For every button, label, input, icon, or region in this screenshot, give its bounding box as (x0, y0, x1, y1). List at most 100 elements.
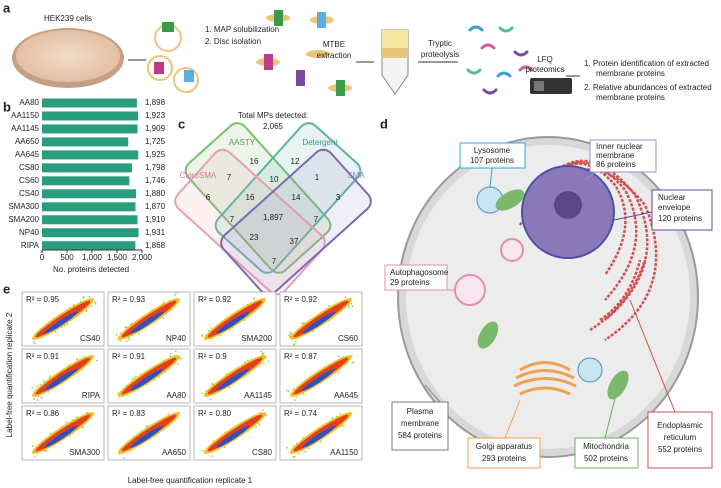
point (127, 338, 130, 341)
point (351, 305, 354, 308)
point (301, 322, 303, 325)
venn-count: 23 (250, 233, 259, 242)
label: MTBE (323, 40, 345, 49)
venn-count: 10 (270, 175, 279, 184)
point (169, 352, 172, 355)
category-label: CS40 (19, 189, 40, 198)
bar (42, 202, 136, 212)
panel-letter: b (3, 99, 11, 114)
point (40, 397, 43, 399)
point (39, 383, 42, 386)
point (293, 343, 296, 345)
label: Endoplasmic (657, 421, 703, 430)
venn-total: 2,065 (263, 122, 284, 131)
point (286, 389, 288, 392)
category-label: AA650 (15, 137, 40, 146)
set-label: CloroSMA (180, 171, 217, 180)
point (292, 445, 295, 447)
point (128, 336, 130, 339)
panel-letter: c (178, 116, 185, 131)
disc (306, 50, 330, 58)
x-tick-label: 1,000 (82, 253, 103, 262)
protein (336, 80, 345, 96)
panel-letter: a (3, 0, 11, 15)
panel-c: c Total MPs detected: 2,065 AASTY Deterg… (174, 111, 372, 296)
bar (42, 228, 139, 238)
point (131, 378, 133, 381)
value-label: 1,931 (145, 228, 166, 237)
point (175, 292, 177, 294)
point (320, 440, 322, 443)
label: membrane proteins (596, 93, 665, 102)
label: 2. Relative abundances of extracted (584, 83, 712, 92)
point (344, 296, 347, 299)
value-label: 1,923 (145, 111, 166, 120)
category-label: AA645 (15, 150, 40, 159)
venn-title: Total MPs detected: (238, 111, 308, 120)
point (34, 342, 36, 345)
point (88, 295, 91, 298)
density (44, 425, 78, 448)
venn-count: 12 (291, 157, 300, 166)
point (286, 447, 289, 449)
value-label: 1,725 (145, 137, 166, 146)
bar (42, 215, 138, 225)
label: HEK239 cells (44, 14, 92, 23)
protein (154, 62, 164, 74)
density (44, 311, 78, 334)
point (66, 323, 69, 326)
point (223, 446, 226, 449)
label: Inner nuclear (596, 142, 643, 151)
point (76, 358, 78, 360)
point (145, 425, 148, 428)
label: 1. MAP solubilization (205, 25, 279, 34)
label: 293 proteins (482, 454, 526, 463)
point (307, 447, 310, 449)
panel-a: a HEK239 cells 1. MAP solubilization 2. … (3, 0, 712, 102)
liposome (147, 55, 173, 81)
point (179, 358, 182, 360)
point (255, 426, 257, 428)
category-label: AA80 (19, 98, 39, 107)
plot-name: AA1150 (330, 448, 358, 457)
bar (42, 176, 130, 186)
r-squared: R² = 0.95 (26, 295, 60, 304)
density (216, 368, 250, 391)
density (130, 425, 164, 448)
density (302, 311, 336, 334)
r-squared: R² = 0.9 (198, 352, 227, 361)
set-label: SMA (347, 171, 365, 180)
venn-count: 16 (250, 157, 259, 166)
point (294, 399, 296, 401)
nucleolus (554, 191, 582, 219)
panel-b: b No. proteins detected AA80 1,898 AA1150 1… (3, 98, 166, 274)
point (124, 326, 127, 329)
point (293, 455, 296, 458)
point (304, 450, 306, 453)
point (36, 385, 38, 387)
point (174, 294, 176, 297)
point (343, 424, 345, 427)
label: Nuclear (658, 193, 686, 202)
label: 107 proteins (470, 156, 514, 165)
panel-d: d Lysosome 107 proteins Inner nuclear me… (380, 116, 713, 469)
point (49, 432, 52, 435)
label: Golgi apparatus (476, 442, 532, 451)
point (295, 340, 297, 343)
point (207, 329, 210, 332)
r-squared: R² = 0.92 (198, 295, 232, 304)
point (338, 355, 340, 358)
point (258, 424, 261, 426)
point (337, 372, 339, 374)
point (211, 382, 213, 385)
point (292, 456, 294, 458)
instrument-part (534, 81, 544, 91)
point (33, 340, 35, 343)
point (352, 361, 355, 364)
autophagosome (454, 274, 486, 306)
venn-counts: 16 127 10 16 16 14 37 1,897 723 377 (206, 157, 341, 266)
bar (42, 150, 139, 160)
density (302, 425, 336, 448)
x-tick-label: 1,500 (107, 253, 128, 262)
bar (42, 111, 139, 121)
